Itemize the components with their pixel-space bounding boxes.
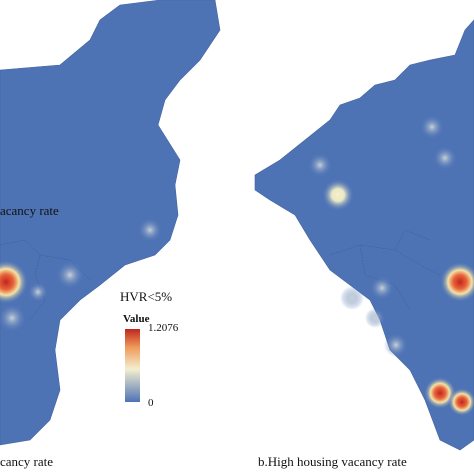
legend-min: 0	[148, 397, 154, 409]
legend-max: 1.2076	[148, 322, 179, 334]
heat-spot	[308, 153, 332, 177]
heat-spot	[448, 388, 474, 416]
right-map	[254, 19, 474, 451]
heat-spot	[365, 308, 385, 328]
heat-spot	[56, 261, 84, 289]
heat-spot	[0, 260, 28, 304]
heat-spot	[322, 179, 354, 211]
heat-spot	[138, 218, 162, 242]
region-shape	[0, 0, 221, 446]
legend-label: Value	[123, 313, 150, 325]
heat-spot	[420, 115, 444, 139]
color-scale	[125, 329, 140, 402]
legend: HVR<5% Value 1.2076 0	[120, 289, 179, 409]
heat-spot	[424, 377, 456, 409]
heat-spot	[28, 282, 48, 302]
legend-title: HVR<5%	[120, 289, 172, 304]
heat-spot	[440, 262, 474, 302]
heat-spot	[384, 333, 408, 357]
left-map	[0, 0, 221, 446]
side-caption: acancy rate	[0, 203, 59, 218]
heat-spot	[433, 146, 457, 170]
map-caption: b.High housing vacancy rate	[258, 454, 407, 469]
map-caption: cancy rate	[0, 454, 53, 469]
heat-spot	[0, 304, 26, 332]
region-shape	[254, 19, 474, 451]
heat-spot	[370, 276, 394, 300]
heat-spot	[340, 286, 364, 310]
